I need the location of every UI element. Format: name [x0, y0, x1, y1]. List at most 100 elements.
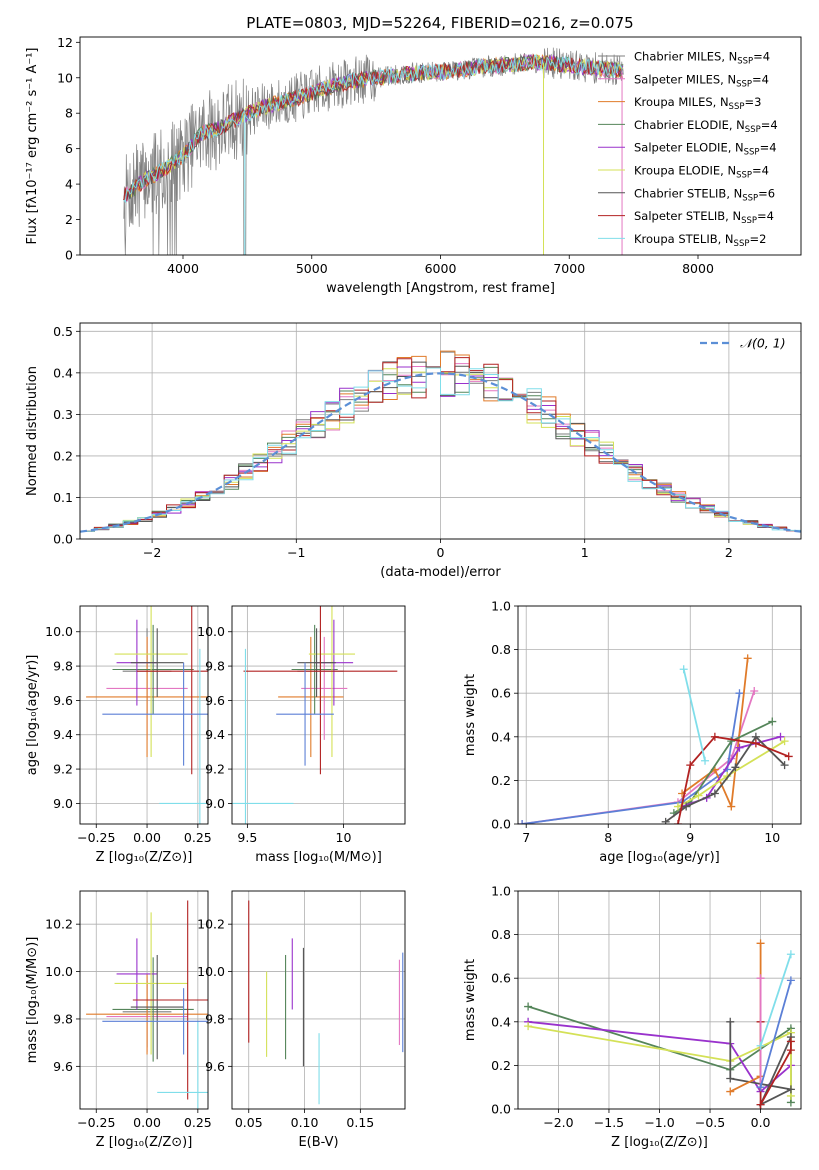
- x-tick-label: 7: [522, 830, 530, 845]
- y-tick-label: 10.0: [197, 964, 225, 979]
- series-line: [729, 943, 762, 1093]
- errorbar-chabrier_stelib: [297, 628, 336, 697]
- series-kroupa_miles: [678, 654, 752, 811]
- data-point: [694, 791, 703, 800]
- x-tick-label: 2: [725, 545, 733, 560]
- gaussian-curve: [80, 372, 801, 533]
- y-tick-label: 1.0: [491, 599, 511, 614]
- legend-label: Salpeter STELIB, NSSP=4: [634, 209, 774, 226]
- y-tick-label: 0.0: [491, 1102, 511, 1117]
- y-tick-label: 8: [65, 106, 73, 121]
- x-tick-label: 0.00: [133, 1115, 161, 1130]
- data-point: [701, 756, 710, 765]
- series-salpeter_miles: [518, 687, 759, 824]
- data-point: [524, 1022, 533, 1031]
- data-point: [786, 1037, 795, 1046]
- panel-mass_vs_EBV: 0.05 0.10 0.15 9.6 9.8 10.0 10.2 E(B-V): [197, 890, 406, 1150]
- data-point: [524, 1002, 533, 1011]
- errorbar-extra_blue: [276, 662, 334, 766]
- x-tick-label: 5000: [296, 261, 328, 276]
- y-tick-label: 0: [65, 248, 73, 263]
- histogram-kroupa_miles: [80, 350, 801, 532]
- panel-age_vs_Z: −0.25 0.00 0.25 9.0 9.2 9.4 9.6 9.8 10.0 Z [log₁₀…: [25, 605, 212, 865]
- x-tick-label: 6000: [425, 261, 457, 276]
- series-salpeter_miles: [756, 974, 765, 1092]
- x-tick-label: −0.5: [695, 1115, 725, 1130]
- x-tick-label: 7000: [553, 261, 585, 276]
- y-tick-label: 9.6: [205, 1059, 225, 1074]
- series-line: [673, 720, 773, 814]
- data-point: [768, 717, 777, 726]
- gridlines: [232, 891, 405, 1109]
- data-point: [731, 763, 740, 772]
- data-point: [756, 1083, 765, 1092]
- axes-frame: [231, 605, 406, 825]
- y-axis-label: Normed distribution: [25, 366, 40, 496]
- series-line: [682, 668, 706, 762]
- x-tick-label: 0.25: [184, 830, 212, 845]
- errorbar-kroupa_miles: [86, 973, 208, 1055]
- y-tick-label: 9.6: [53, 1059, 73, 1074]
- y-tick-label: 6: [65, 141, 73, 156]
- data-point: [682, 802, 691, 811]
- plot-area: [80, 350, 801, 533]
- errorbar-salpeter_stelib: [136, 606, 208, 775]
- series-line: [521, 693, 741, 824]
- series-kroupa_stelib: [679, 665, 710, 765]
- gridlines: [518, 605, 801, 825]
- data-point: [786, 1046, 795, 1055]
- legend: Chabrier MILES, NSSP=4 Salpeter MILES, NS…: [598, 50, 778, 249]
- y-tick-label: 9.8: [205, 659, 225, 674]
- errorbar-kroupa_stelib: [157, 1021, 208, 1109]
- data-point: [786, 950, 795, 959]
- errorbar-kroupa_elodie: [114, 606, 188, 758]
- legend-label: Kroupa MILES, NSSP=3: [634, 95, 761, 112]
- y-tick-label: 9.6: [205, 693, 225, 708]
- axes-frame: [79, 605, 209, 825]
- x-axis-label: mass [log₁₀(M/M⊙)]: [255, 850, 382, 865]
- series-line: [677, 740, 786, 808]
- errorbar-chabrier_stelib: [130, 628, 184, 697]
- data-point: [673, 820, 682, 824]
- data-point: [686, 761, 695, 770]
- panel-age_vs_mass: 9.5 10 9.0 9.2 9.4 9.6 9.8 10.0 mass [log₁₀(M/M⊙…: [197, 605, 406, 865]
- y-tick-label: 0.6: [491, 686, 511, 701]
- series-line: [681, 658, 749, 811]
- legend: 𝒩(0, 1): [700, 336, 786, 351]
- x-tick-label: 9.5: [237, 830, 257, 845]
- y-tick-label: 0.0: [53, 532, 73, 547]
- x-tick-label: 0.00: [133, 830, 161, 845]
- plot-area: [518, 654, 793, 824]
- x-tick-label: 8000: [682, 261, 714, 276]
- y-tick-label: 0.2: [53, 448, 73, 463]
- x-tick-label: 9: [686, 830, 694, 845]
- axes-frame: [517, 890, 802, 1110]
- data-point: [679, 665, 688, 674]
- legend-label: Chabrier STELIB, NSSP=6: [634, 186, 775, 203]
- data-point: [726, 1017, 735, 1026]
- data-point: [784, 752, 793, 761]
- y-tick-label: 2: [65, 212, 73, 227]
- plot-area: [86, 900, 208, 1109]
- x-tick-label: 8: [604, 830, 612, 845]
- x-tick-label: −0.25: [77, 830, 115, 845]
- plot-area: [86, 606, 208, 824]
- axes-frame: [79, 890, 209, 1110]
- errorbar-extra_blue: [102, 662, 208, 766]
- x-tick-label: −2: [143, 545, 161, 560]
- gridlines: [232, 606, 405, 824]
- legend-label: Chabrier ELODIE, NSSP=4: [634, 118, 778, 135]
- plot-area: [123, 47, 624, 255]
- errorbar-salpeter_stelib: [132, 900, 208, 1100]
- x-tick-label: 4000: [167, 261, 199, 276]
- data-point: [756, 939, 765, 948]
- y-tick-label: 10.2: [197, 917, 225, 932]
- legend-label: Salpeter ELODIE, NSSP=4: [634, 141, 777, 158]
- y-tick-label: 0.4: [53, 365, 73, 380]
- y-tick-label: 10.0: [45, 964, 73, 979]
- errorbar-kroupa_elodie: [308, 606, 356, 758]
- axes-frame: [79, 322, 802, 540]
- plot-area: [524, 939, 795, 1109]
- plot-area: [232, 606, 398, 824]
- errorbar-chabrier_stelib: [130, 954, 184, 1060]
